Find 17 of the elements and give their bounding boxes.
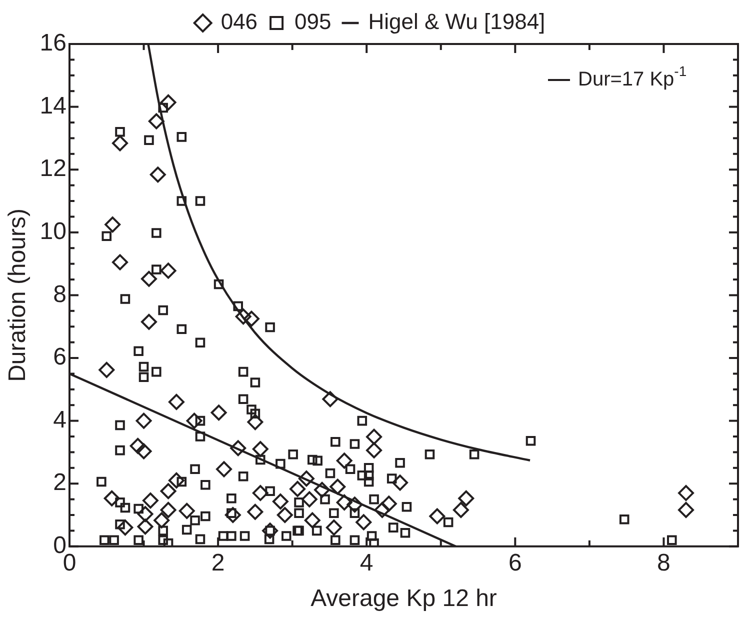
y-tick-label: 2: [53, 469, 66, 496]
legend-label: Higel & Wu [1984]: [368, 9, 546, 34]
x-tick-label: 8: [657, 549, 670, 576]
x-tick-label: 6: [508, 549, 522, 576]
y-tick-label: 4: [53, 406, 66, 434]
legend-label: 046: [220, 9, 258, 34]
y-tick-label: 6: [53, 344, 66, 371]
y-axis-title: Duration (hours): [4, 208, 32, 382]
y-tick-label: 14: [40, 92, 66, 120]
x-tick-label: 2: [211, 549, 225, 576]
y-tick-label: 8: [53, 280, 66, 308]
x-axis-title: Average Kp 12 hr: [310, 585, 497, 612]
y-tick-label: 16: [40, 30, 66, 57]
legend-label: 095: [294, 9, 332, 34]
y-tick-label: 10: [40, 218, 66, 246]
x-tick-label: 4: [360, 549, 374, 576]
y-tick-label: 12: [40, 155, 66, 182]
